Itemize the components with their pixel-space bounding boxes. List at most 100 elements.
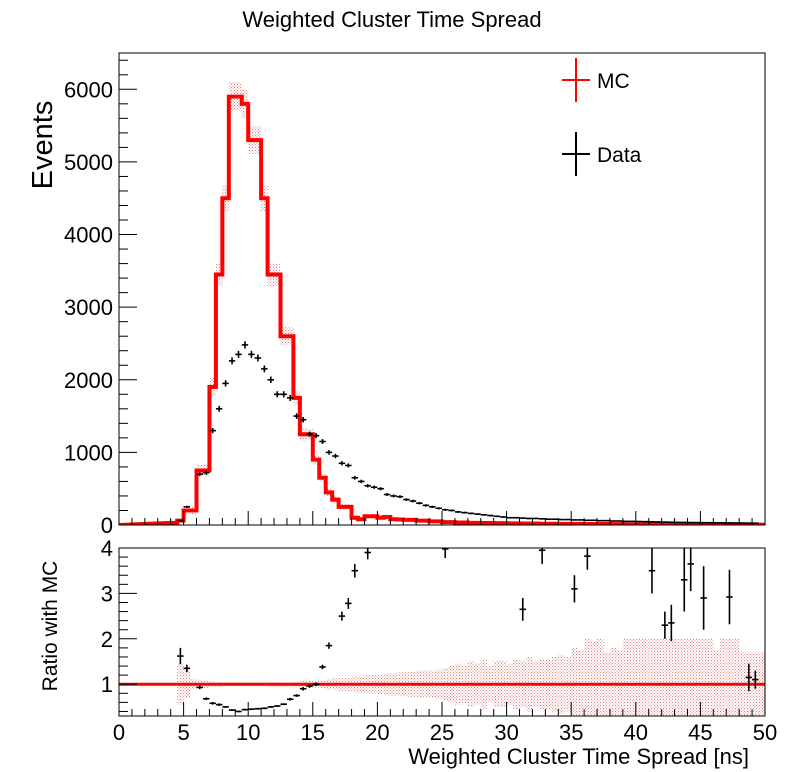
ratio-band-bin <box>584 638 591 716</box>
data-point <box>215 405 223 412</box>
ratio-band-bin <box>726 638 733 716</box>
data-point <box>396 495 404 499</box>
ratio-point <box>752 670 759 689</box>
data-point <box>325 450 333 455</box>
ratio-point <box>668 604 675 642</box>
ratio-point <box>338 611 346 621</box>
ratio-point <box>584 548 591 570</box>
data-point <box>241 341 249 349</box>
x-tick-label: 20 <box>365 720 389 745</box>
x-tick-label: 35 <box>559 720 583 745</box>
data-point <box>525 517 533 520</box>
y-tick-label: 6000 <box>64 77 113 102</box>
ratio-band-bin <box>668 638 675 716</box>
data-point <box>726 522 733 524</box>
ratio-point <box>325 642 333 649</box>
x-tick-label: 10 <box>236 720 260 745</box>
data-point <box>603 519 610 522</box>
ratio-point <box>345 597 352 609</box>
ratio-point <box>726 569 733 625</box>
data-point <box>286 394 294 401</box>
ratio-point <box>293 694 300 697</box>
legend-entry-data: Data <box>562 132 642 176</box>
data-point <box>506 516 514 519</box>
ratio-band-bin <box>571 647 578 716</box>
ratio-point <box>538 548 546 564</box>
data-point <box>261 365 268 373</box>
ratio-point <box>280 703 287 706</box>
ratio-y-tick-label: 1 <box>101 672 113 697</box>
data-point <box>661 521 669 523</box>
ratio-y-tick-label: 3 <box>101 581 113 606</box>
data-point <box>752 522 759 524</box>
data-point <box>745 522 753 524</box>
data-point <box>500 516 507 518</box>
ratio-band-bin <box>687 638 694 716</box>
data-point <box>706 521 714 524</box>
data-point <box>480 513 488 516</box>
data-point <box>655 521 662 523</box>
data-point <box>577 519 585 521</box>
data-point <box>642 520 649 523</box>
ratio-point <box>351 563 359 578</box>
data-point <box>435 507 442 510</box>
y-tick-label: 5000 <box>64 150 113 175</box>
data-point <box>668 521 675 524</box>
data-point <box>616 520 623 522</box>
ratio-point <box>248 708 255 711</box>
ratio-point <box>274 705 281 707</box>
data-point <box>254 354 262 362</box>
data-point <box>622 520 630 523</box>
data-point <box>409 499 417 503</box>
data-points <box>177 341 759 524</box>
data-point <box>590 519 598 522</box>
data-point <box>693 521 701 524</box>
ratio-band-bin <box>655 638 662 716</box>
x-tick-label: 50 <box>753 720 777 745</box>
y-tick-label: 4000 <box>64 223 113 248</box>
x-tick-label: 40 <box>624 720 648 745</box>
ratio-point <box>687 548 694 592</box>
ratio-point <box>235 710 242 713</box>
x-tick-label: 30 <box>494 720 518 745</box>
data-point <box>267 376 275 384</box>
data-point <box>293 413 300 419</box>
ratio-band-bin <box>590 641 598 716</box>
ratio-band-bin <box>597 638 604 716</box>
x-axis-title: Weighted Cluster Time Spread [ns] <box>408 744 749 769</box>
data-point <box>713 522 720 524</box>
data-point <box>700 521 707 524</box>
legend: MC Data <box>562 58 642 176</box>
ratio-point <box>222 706 229 708</box>
data-point <box>248 350 255 358</box>
ratio-band-bin <box>674 638 682 716</box>
data-point <box>513 516 520 519</box>
data-point <box>674 521 682 524</box>
mc-histogram-line <box>119 94 765 525</box>
legend-entry-mc: MC <box>562 58 630 102</box>
y-tick-label: 2000 <box>64 368 113 393</box>
ratio-band-bin <box>629 638 636 716</box>
ratio-point <box>648 548 656 594</box>
ratio-band-bin <box>635 638 643 716</box>
ratio-band-bin <box>681 638 688 716</box>
data-point <box>358 479 365 484</box>
data-point <box>609 520 617 522</box>
data-point <box>390 494 397 498</box>
ratio-band-bin <box>706 638 714 716</box>
ratio-point <box>209 701 216 705</box>
top-x-axis-ticks <box>118 511 766 525</box>
legend-label-data: Data <box>597 144 642 167</box>
data-point <box>370 485 378 489</box>
ratio-point <box>299 686 307 691</box>
ratio-point <box>215 703 223 707</box>
data-point <box>739 522 746 524</box>
data-point <box>222 380 229 387</box>
data-point <box>383 493 391 496</box>
ratio-y-tick-label: 2 <box>101 627 113 652</box>
ratio-point <box>312 682 320 687</box>
ratio-y-tick-label: 4 <box>101 536 113 561</box>
data-point <box>235 350 242 358</box>
data-point <box>454 510 462 513</box>
